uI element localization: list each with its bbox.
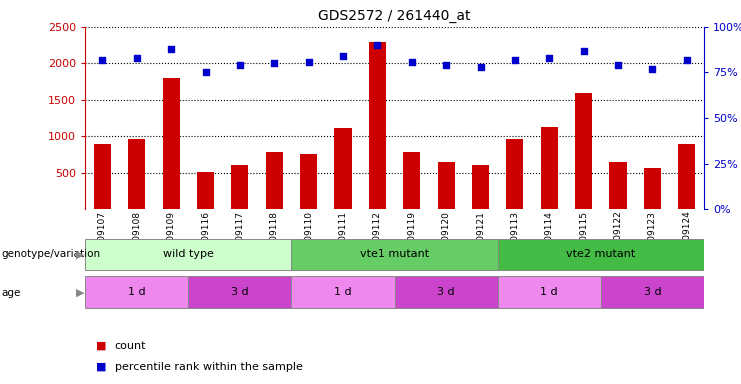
Bar — [266, 152, 283, 209]
Bar — [188, 276, 291, 308]
Point — [578, 48, 590, 54]
Point — [440, 62, 452, 68]
Text: ▶: ▶ — [76, 288, 84, 298]
Text: ■: ■ — [96, 341, 107, 351]
Text: wild type: wild type — [163, 249, 213, 260]
Bar — [575, 93, 592, 209]
Bar — [498, 276, 601, 308]
Bar — [644, 169, 661, 209]
Point — [303, 58, 315, 65]
Bar — [609, 162, 627, 209]
Bar — [541, 127, 558, 209]
Point — [165, 46, 177, 52]
Point — [543, 55, 555, 61]
Point — [371, 42, 383, 48]
Point — [337, 53, 349, 59]
Bar — [128, 139, 145, 209]
Text: ▶: ▶ — [76, 249, 84, 259]
Bar — [231, 165, 248, 209]
Text: 3 d: 3 d — [437, 287, 455, 297]
Text: 1 d: 1 d — [540, 287, 558, 297]
Bar — [85, 276, 188, 308]
Bar — [403, 152, 420, 209]
Bar — [437, 162, 455, 209]
Text: count: count — [115, 341, 147, 351]
Point — [474, 64, 486, 70]
Point — [234, 62, 246, 68]
Text: percentile rank within the sample: percentile rank within the sample — [115, 362, 303, 372]
Bar — [197, 172, 214, 209]
Bar — [85, 239, 291, 270]
Point — [131, 55, 143, 61]
Text: genotype/variation: genotype/variation — [1, 249, 101, 259]
Point — [96, 56, 108, 63]
Title: GDS2572 / 261440_at: GDS2572 / 261440_at — [319, 9, 471, 23]
Bar — [498, 239, 704, 270]
Point — [406, 58, 418, 65]
Point — [681, 56, 693, 63]
Bar — [472, 165, 489, 209]
Text: 1 d: 1 d — [334, 287, 352, 297]
Text: 1 d: 1 d — [128, 287, 145, 297]
Text: vte1 mutant: vte1 mutant — [360, 249, 429, 260]
Text: ■: ■ — [96, 362, 107, 372]
Bar — [291, 239, 498, 270]
Text: 3 d: 3 d — [231, 287, 249, 297]
Bar — [334, 127, 352, 209]
Point — [199, 70, 211, 76]
Bar — [506, 139, 523, 209]
Text: vte2 mutant: vte2 mutant — [566, 249, 636, 260]
Bar — [300, 154, 317, 209]
Bar — [601, 276, 704, 308]
Bar — [369, 42, 386, 209]
Bar — [94, 144, 111, 209]
Bar — [162, 78, 180, 209]
Point — [646, 66, 658, 72]
Bar — [291, 276, 394, 308]
Point — [509, 56, 521, 63]
Point — [268, 60, 280, 66]
Bar — [678, 144, 695, 209]
Text: 3 d: 3 d — [644, 287, 661, 297]
Bar — [394, 276, 498, 308]
Point — [612, 62, 624, 68]
Text: age: age — [1, 288, 21, 298]
